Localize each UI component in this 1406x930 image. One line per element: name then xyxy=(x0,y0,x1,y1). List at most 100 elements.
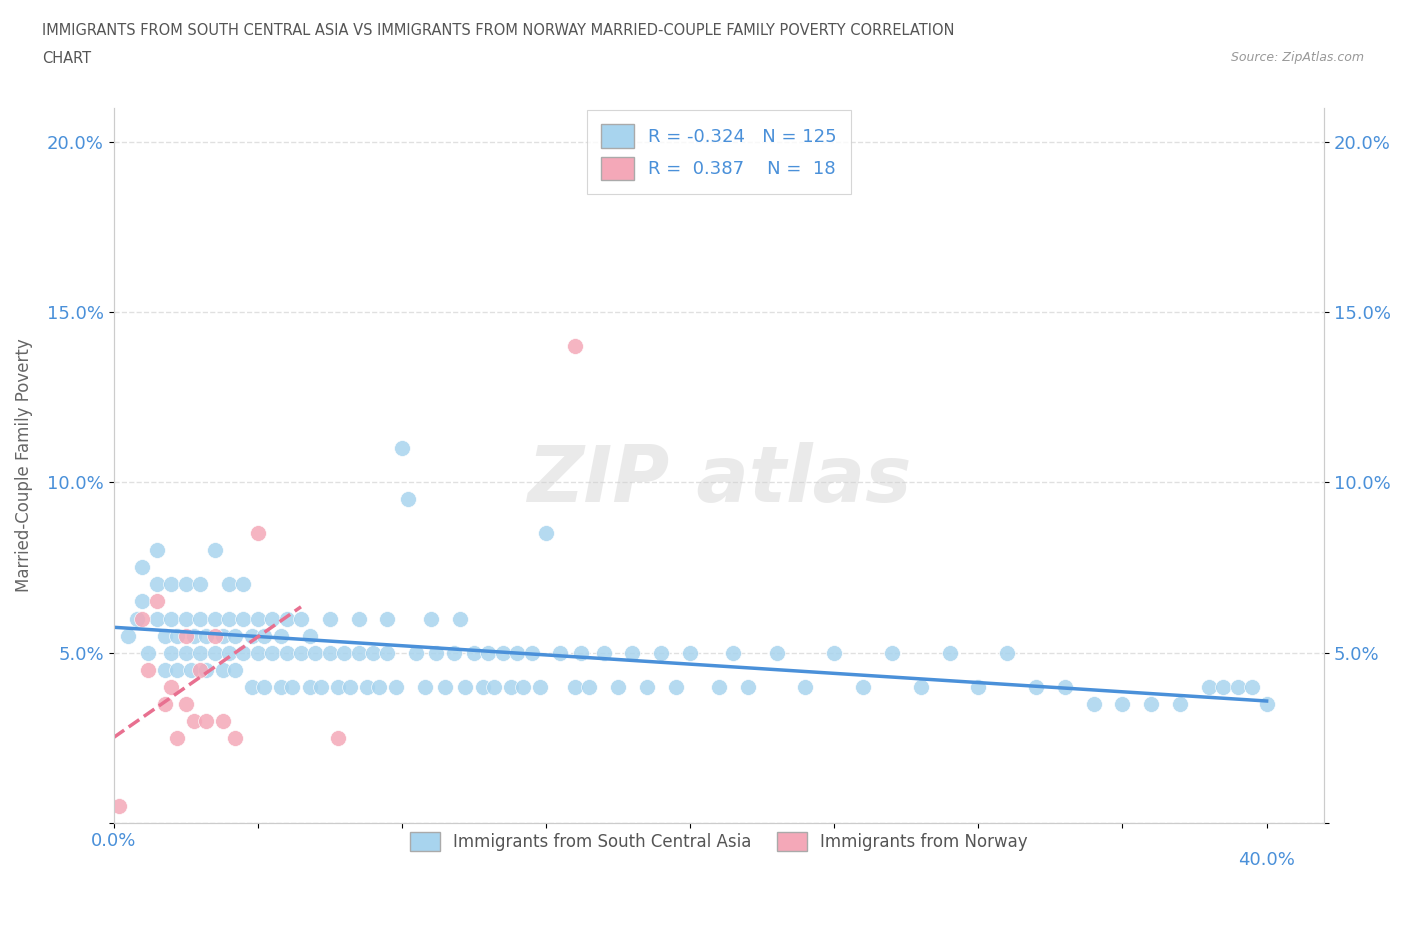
Point xyxy=(679,645,702,660)
Point xyxy=(108,798,131,813)
Point xyxy=(232,645,254,660)
Text: IMMIGRANTS FROM SOUTH CENTRAL ASIA VS IMMIGRANTS FROM NORWAY MARRIED-COUPLE FAMI: IMMIGRANTS FROM SOUTH CENTRAL ASIA VS IM… xyxy=(42,23,955,38)
Point xyxy=(550,645,572,660)
Point xyxy=(160,577,183,591)
Point xyxy=(232,577,254,591)
Point xyxy=(347,645,370,660)
Point xyxy=(212,713,235,728)
Point xyxy=(319,645,342,660)
Point xyxy=(155,697,177,711)
Point xyxy=(1140,697,1163,711)
Point xyxy=(377,611,399,626)
Point xyxy=(212,628,235,643)
Point xyxy=(131,611,153,626)
Point xyxy=(328,679,350,694)
Point xyxy=(995,645,1018,660)
Point xyxy=(765,645,787,660)
Point xyxy=(569,645,592,660)
Point xyxy=(194,628,217,643)
Point xyxy=(471,679,494,694)
Point xyxy=(276,611,298,626)
Point xyxy=(413,679,436,694)
Point xyxy=(160,611,183,626)
Point xyxy=(367,679,389,694)
Point xyxy=(204,611,226,626)
Point xyxy=(136,662,159,677)
Point xyxy=(723,645,745,660)
Point xyxy=(252,628,274,643)
Text: ZIP atlas: ZIP atlas xyxy=(527,442,911,518)
Point xyxy=(270,679,292,694)
Point xyxy=(194,662,217,677)
Point xyxy=(232,611,254,626)
Legend: Immigrants from South Central Asia, Immigrants from Norway: Immigrants from South Central Asia, Immi… xyxy=(396,818,1040,864)
Point xyxy=(174,577,197,591)
Point xyxy=(174,697,197,711)
Point xyxy=(125,611,148,626)
Point xyxy=(188,662,211,677)
Point xyxy=(506,645,529,660)
Point xyxy=(1256,697,1278,711)
Point xyxy=(1111,697,1133,711)
Point xyxy=(218,645,240,660)
Point xyxy=(146,577,169,591)
Point xyxy=(146,611,169,626)
Point xyxy=(309,679,332,694)
Point xyxy=(304,645,326,660)
Point xyxy=(136,645,159,660)
Point xyxy=(1168,697,1191,711)
Text: 40.0%: 40.0% xyxy=(1239,851,1295,869)
Point xyxy=(607,679,630,694)
Point xyxy=(377,645,399,660)
Point xyxy=(967,679,990,694)
Point xyxy=(564,679,586,694)
Point xyxy=(454,679,477,694)
Y-axis label: Married-Couple Family Poverty: Married-Couple Family Poverty xyxy=(15,339,32,592)
Point xyxy=(385,679,408,694)
Point xyxy=(218,577,240,591)
Point xyxy=(166,628,188,643)
Point xyxy=(534,526,557,541)
Point xyxy=(252,679,274,694)
Point xyxy=(298,679,321,694)
Point xyxy=(1198,679,1220,694)
Point xyxy=(1053,679,1076,694)
Point xyxy=(117,628,139,643)
Point xyxy=(224,662,246,677)
Point xyxy=(328,730,350,745)
Point xyxy=(434,679,457,694)
Point xyxy=(910,679,932,694)
Point xyxy=(188,611,211,626)
Point xyxy=(183,628,205,643)
Point xyxy=(262,645,284,660)
Point xyxy=(146,543,169,558)
Point xyxy=(180,662,202,677)
Point xyxy=(1226,679,1249,694)
Point xyxy=(356,679,378,694)
Text: Source: ZipAtlas.com: Source: ZipAtlas.com xyxy=(1230,51,1364,64)
Point xyxy=(188,645,211,660)
Point xyxy=(443,645,465,660)
Point xyxy=(347,611,370,626)
Point xyxy=(319,611,342,626)
Point xyxy=(183,713,205,728)
Text: CHART: CHART xyxy=(42,51,91,66)
Point xyxy=(1025,679,1047,694)
Point xyxy=(938,645,960,660)
Point xyxy=(204,628,226,643)
Point xyxy=(463,645,485,660)
Point xyxy=(270,628,292,643)
Point xyxy=(276,645,298,660)
Point xyxy=(1212,679,1234,694)
Point xyxy=(240,679,263,694)
Point xyxy=(204,645,226,660)
Point xyxy=(361,645,384,660)
Point xyxy=(212,662,235,677)
Point xyxy=(449,611,471,626)
Point xyxy=(794,679,817,694)
Point xyxy=(1083,697,1105,711)
Point xyxy=(281,679,304,694)
Point xyxy=(131,594,153,609)
Point xyxy=(621,645,644,660)
Point xyxy=(425,645,447,660)
